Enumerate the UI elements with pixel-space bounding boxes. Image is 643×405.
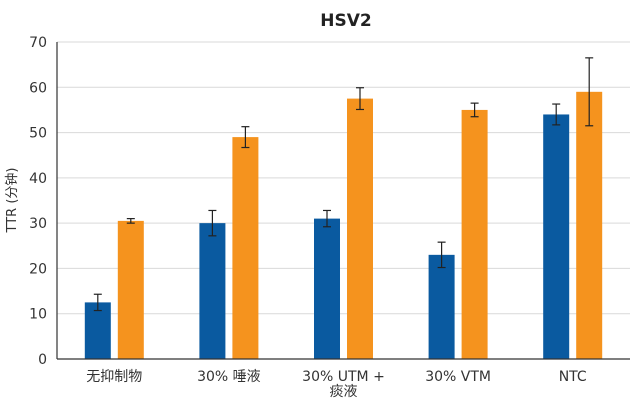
y-axis-label: TTR (分钟) <box>4 168 20 234</box>
category-label: NTC <box>559 369 587 385</box>
y-tick-label: 0 <box>38 352 47 368</box>
bar <box>543 114 570 359</box>
y-tick-label: 10 <box>29 307 47 323</box>
y-tick-label: 20 <box>29 261 47 277</box>
category-labels: 无抑制物 30% 唾液 30% UTM +痰液 30% VTM NTC <box>86 369 587 400</box>
error-bars <box>93 57 594 312</box>
y-tick-labels: 0 10 20 30 40 50 60 70 <box>29 35 47 368</box>
bar <box>84 302 111 359</box>
category-label: 痰液 <box>330 384 358 400</box>
category-label: 30% UTM + <box>302 369 385 385</box>
category-label: 30% 唾液 <box>197 369 261 385</box>
chart-title: HSV2 <box>320 11 371 31</box>
y-tick-label: 40 <box>29 171 47 187</box>
y-tick-label: 60 <box>29 80 47 96</box>
y-tick-label: 70 <box>29 35 47 51</box>
y-tick-label: 50 <box>29 126 47 142</box>
bars <box>84 91 603 360</box>
bar <box>117 220 144 359</box>
bar <box>314 218 340 359</box>
bar <box>232 137 259 359</box>
bar <box>461 109 488 359</box>
category-label: 30% VTM <box>425 369 491 385</box>
y-tick-label: 30 <box>29 216 47 232</box>
category-label: 无抑制物 <box>86 369 142 385</box>
grid-lines <box>57 41 630 315</box>
bar <box>428 254 455 359</box>
bar <box>347 98 373 359</box>
bar <box>576 91 603 360</box>
bar <box>199 223 226 359</box>
